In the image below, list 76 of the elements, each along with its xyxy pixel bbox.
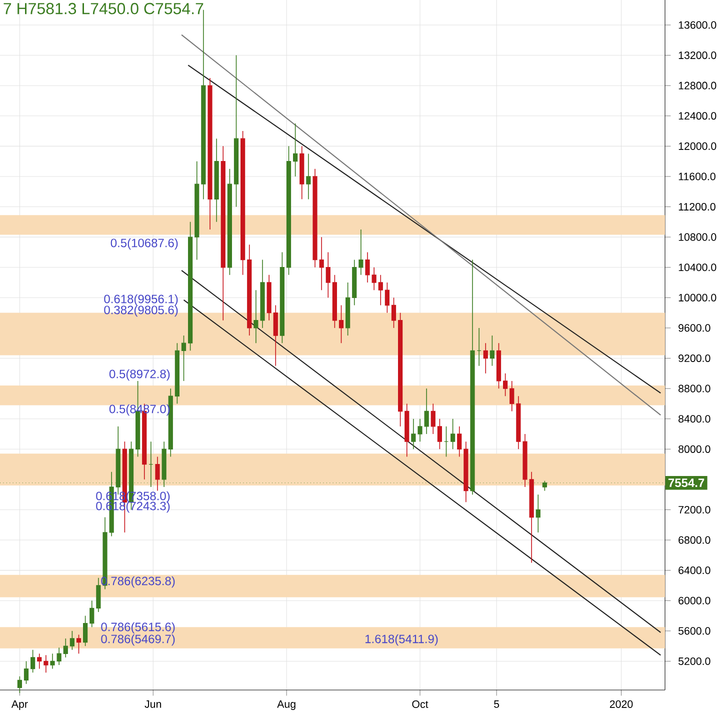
candlestick <box>424 388 429 434</box>
candlestick <box>181 335 186 382</box>
y-tick-label: 12400.0 <box>678 112 716 120</box>
candlestick <box>483 342 488 374</box>
y-tick-label: 7200.0 <box>678 506 710 514</box>
x-tick-label: Apr <box>11 700 28 710</box>
candlestick <box>536 494 540 533</box>
candlestick <box>306 153 311 200</box>
annotation: 0.382(9805.6) <box>104 305 178 317</box>
annotation: 0.5(10687.6) <box>110 238 178 250</box>
annotation: 0.786(5615.6) <box>101 622 175 634</box>
candlestick <box>358 229 364 276</box>
candlestick <box>83 615 88 646</box>
candlestick <box>338 304 344 344</box>
y-tick-label: 6000.0 <box>678 596 710 604</box>
candlestick <box>30 649 36 673</box>
candlestick <box>450 418 456 450</box>
y-tick-label: 9200.0 <box>678 354 710 362</box>
y-tick-label: 10800.0 <box>678 233 716 241</box>
annotation: 1.618(5411.9) <box>366 634 438 646</box>
candlestick <box>273 304 278 366</box>
y-tick-label: 11600.0 <box>678 172 716 180</box>
x-tick-label: Jun <box>144 700 162 708</box>
y-tick-label: 8000.0 <box>678 445 710 453</box>
candlestick <box>155 456 160 492</box>
candlestick <box>37 653 42 670</box>
candlestick <box>372 266 376 290</box>
candlestick <box>63 638 68 658</box>
candlestick <box>490 335 494 366</box>
y-tick-label: 5200.0 <box>678 657 710 665</box>
candlestick <box>50 653 55 670</box>
candlestick <box>56 647 62 666</box>
candlestick <box>96 578 101 612</box>
x-tick-label: 2020 <box>610 700 633 708</box>
x-tick-label: Oct <box>412 700 428 708</box>
candlestick <box>457 426 462 458</box>
y-tick-label: 8400.0 <box>678 415 710 423</box>
y-tick-label: 10400.0 <box>678 264 716 272</box>
candlestick <box>70 630 74 650</box>
candlestick <box>293 123 298 177</box>
candlestick <box>384 282 390 314</box>
y-tick-label: 9600.0 <box>678 324 710 332</box>
candlestick <box>254 290 258 344</box>
candlestick <box>510 380 514 412</box>
candlestick <box>326 252 330 298</box>
candlestick <box>378 274 383 306</box>
annotation: 0.786(5469.7) <box>101 634 175 646</box>
candlestick <box>391 297 396 328</box>
y-tick-label: 11200.0 <box>678 202 716 211</box>
y-tick-label: 12000.0 <box>678 142 716 150</box>
annotation: 0.618(9956.1) <box>104 294 178 306</box>
candlestick <box>437 418 442 450</box>
y-tick-label: 13200.0 <box>678 52 716 60</box>
ref-line-label: 7554.7 <box>668 478 704 488</box>
y-tick-label: 5600.0 <box>678 627 710 635</box>
y-tick-label: 12800.0 <box>678 82 716 90</box>
candlestick <box>17 676 22 694</box>
candlestick <box>76 634 82 654</box>
candlestick <box>430 403 436 434</box>
y-tick-label: 6800.0 <box>678 536 710 544</box>
candlestick <box>24 660 29 684</box>
candlestick <box>44 654 48 673</box>
candlestick <box>319 236 324 290</box>
annotation: 0.5(8972.8) <box>109 369 170 381</box>
chart-title: 7 H7581.3 L7450.0 C7554.7 <box>4 2 204 14</box>
x-tick-label: Aug <box>277 700 296 710</box>
y-tick-label: 8800.0 <box>678 384 710 392</box>
candlestick <box>90 600 94 628</box>
y-tick-label: 10000.0 <box>678 294 716 302</box>
candlestick <box>503 373 508 397</box>
x-tick-label: 5 <box>494 700 500 708</box>
candlestick <box>365 252 370 283</box>
candlestick <box>411 418 416 450</box>
candlestick <box>418 418 422 442</box>
y-tick-label: 6400.0 <box>678 566 710 574</box>
y-tick-label: 13600.0 <box>678 21 716 29</box>
